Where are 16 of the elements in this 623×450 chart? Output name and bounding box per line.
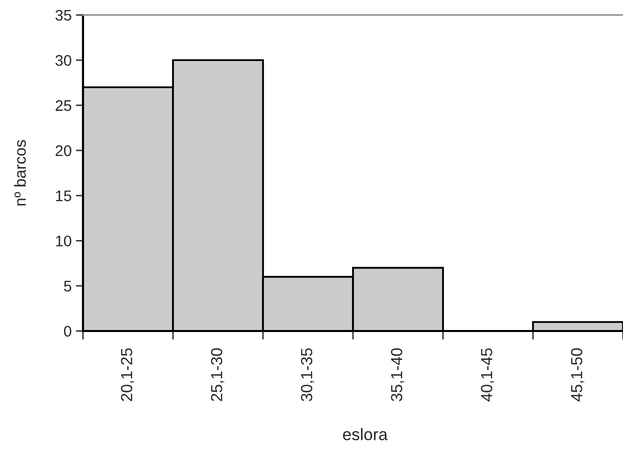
x-tick-label: 25,1-30 <box>210 348 224 402</box>
y-tick-label: 35 <box>55 10 72 21</box>
y-tick-label: 10 <box>56 236 72 246</box>
y-tick-label: 30 <box>55 55 72 66</box>
y-tick-label: 25 <box>56 100 72 111</box>
x-tick-label: 30,1-35 <box>300 348 314 402</box>
x-tick-label: 40,1-45 <box>480 348 494 402</box>
y-tick-label: 5 <box>64 280 72 292</box>
y-tick-label: 20 <box>56 145 72 156</box>
y-tick-label: 15 <box>56 190 72 202</box>
y-tick-label: 0 <box>64 326 72 337</box>
x-tick-label: 45,1-50 <box>570 348 584 402</box>
x-tick-label: 35,1-40 <box>390 348 404 402</box>
x-axis-title: eslora <box>343 428 388 440</box>
y-axis-title: nº barcos <box>14 140 26 206</box>
x-tick-label: 20,1-25 <box>120 348 134 402</box>
